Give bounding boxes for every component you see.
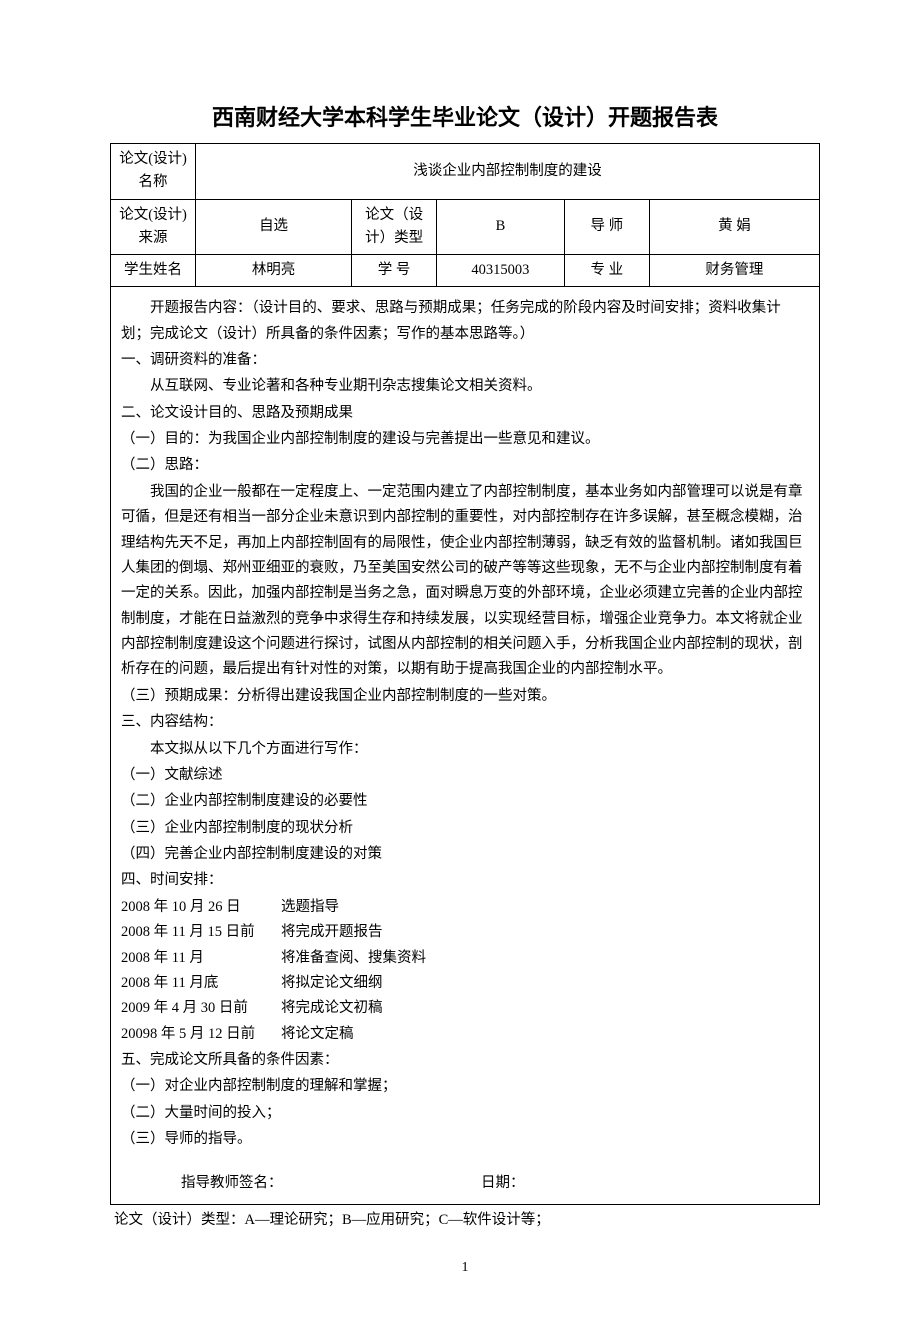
section-5-1: （一）对企业内部控制制度的理解和掌握； [121, 1074, 809, 1099]
table-row-thesis-source: 论文(设计)来源 自选 论文（设计）类型 B 导 师 黄 娟 [111, 199, 820, 254]
schedule-task: 将论文定稿 [281, 1022, 354, 1047]
label-major: 专 业 [564, 254, 649, 286]
value-advisor: 黄 娟 [649, 199, 819, 254]
schedule-row: 2009 年 4 月 30 日前 将完成论文初稿 [121, 996, 809, 1021]
section-1-title: 一、调研资料的准备： [121, 348, 809, 373]
section-3-intro: 本文拟从以下几个方面进行写作： [121, 737, 809, 762]
value-thesis-source: 自选 [196, 199, 352, 254]
section-2-1: （一）目的：为我国企业内部控制制度的建设与完善提出一些意见和建议。 [121, 427, 809, 452]
section-2-title: 二、论文设计目的、思路及预期成果 [121, 401, 809, 426]
schedule-row: 2008 年 11 月 15 日前 将完成开题报告 [121, 920, 809, 945]
advisor-signature-label: 指导教师签名： [181, 1171, 481, 1196]
label-student-name: 学生姓名 [111, 254, 196, 286]
schedule-task: 将准备查阅、搜集资料 [281, 946, 426, 971]
body-intro: 开题报告内容：（设计目的、要求、思路与预期成果；任务完成的阶段内容及时间安排；资… [121, 296, 809, 347]
value-student-name: 林明亮 [196, 254, 352, 286]
schedule-row: 20098 年 5 月 12 日前 将论文定稿 [121, 1022, 809, 1047]
page-number: 1 [110, 1257, 820, 1279]
schedule-date: 2008 年 11 月 15 日前 [121, 920, 281, 945]
schedule-date: 2008 年 11 月底 [121, 971, 281, 996]
report-table: 论文(设计)名称 浅谈企业内部控制制度的建设 论文(设计)来源 自选 论文（设计… [110, 143, 820, 1205]
label-thesis-source: 论文(设计)来源 [111, 199, 196, 254]
schedule-task: 将完成开题报告 [281, 920, 383, 945]
section-3-4: （四）完善企业内部控制制度建设的对策 [121, 842, 809, 867]
value-thesis-type: B [437, 199, 565, 254]
document-title: 西南财经大学本科学生毕业论文（设计）开题报告表 [110, 100, 820, 135]
footer-signature-row: 指导教师签名： 日期： [121, 1171, 809, 1196]
table-row-thesis-name: 论文(设计)名称 浅谈企业内部控制制度的建设 [111, 144, 820, 199]
section-2-2-text: 我国的企业一般都在一定程度上、一定范围内建立了内部控制制度，基本业务如内部管理可… [121, 480, 809, 683]
schedule-date: 2009 年 4 月 30 日前 [121, 996, 281, 1021]
section-2-2-title: （二）思路： [121, 453, 809, 478]
section-3-1: （一）文献综述 [121, 763, 809, 788]
table-row-body: 开题报告内容：（设计目的、要求、思路与预期成果；任务完成的阶段内容及时间安排；资… [111, 287, 820, 1205]
value-major: 财务管理 [649, 254, 819, 286]
section-5-title: 五、完成论文所具备的条件因素： [121, 1048, 809, 1073]
schedule-row: 2008 年 11 月 将准备查阅、搜集资料 [121, 946, 809, 971]
section-5-3: （三）导师的指导。 [121, 1127, 809, 1152]
schedule-date: 2008 年 10 月 26 日 [121, 895, 281, 920]
section-2-3: （三）预期成果：分析得出建设我国企业内部控制制度的一些对策。 [121, 684, 809, 709]
report-body-cell: 开题报告内容：（设计目的、要求、思路与预期成果；任务完成的阶段内容及时间安排；资… [111, 287, 820, 1205]
schedule-task: 将完成论文初稿 [281, 996, 383, 1021]
footnote-type-legend: 论文（设计）类型：A—理论研究；B—应用研究；C—软件设计等； [110, 1209, 820, 1232]
schedule-row: 2008 年 10 月 26 日 选题指导 [121, 895, 809, 920]
value-student-id: 40315003 [437, 254, 565, 286]
schedule-task: 将拟定论文细纲 [281, 971, 383, 996]
schedule-task: 选题指导 [281, 895, 339, 920]
label-student-id: 学 号 [352, 254, 437, 286]
section-5-2: （二）大量时间的投入； [121, 1101, 809, 1126]
section-1-text: 从互联网、专业论著和各种专业期刊杂志搜集论文相关资料。 [121, 374, 809, 399]
schedule-date: 2008 年 11 月 [121, 946, 281, 971]
schedule-date: 20098 年 5 月 12 日前 [121, 1022, 281, 1047]
section-4-title: 四、时间安排： [121, 868, 809, 893]
section-3-title: 三、内容结构： [121, 710, 809, 735]
value-thesis-name: 浅谈企业内部控制制度的建设 [196, 144, 820, 199]
section-3-3: （三）企业内部控制制度的现状分析 [121, 816, 809, 841]
section-3-2: （二）企业内部控制制度建设的必要性 [121, 789, 809, 814]
date-label: 日期： [481, 1171, 525, 1196]
schedule-row: 2008 年 11 月底 将拟定论文细纲 [121, 971, 809, 996]
label-thesis-name: 论文(设计)名称 [111, 144, 196, 199]
label-advisor: 导 师 [564, 199, 649, 254]
table-row-student: 学生姓名 林明亮 学 号 40315003 专 业 财务管理 [111, 254, 820, 286]
label-thesis-type: 论文（设计）类型 [352, 199, 437, 254]
